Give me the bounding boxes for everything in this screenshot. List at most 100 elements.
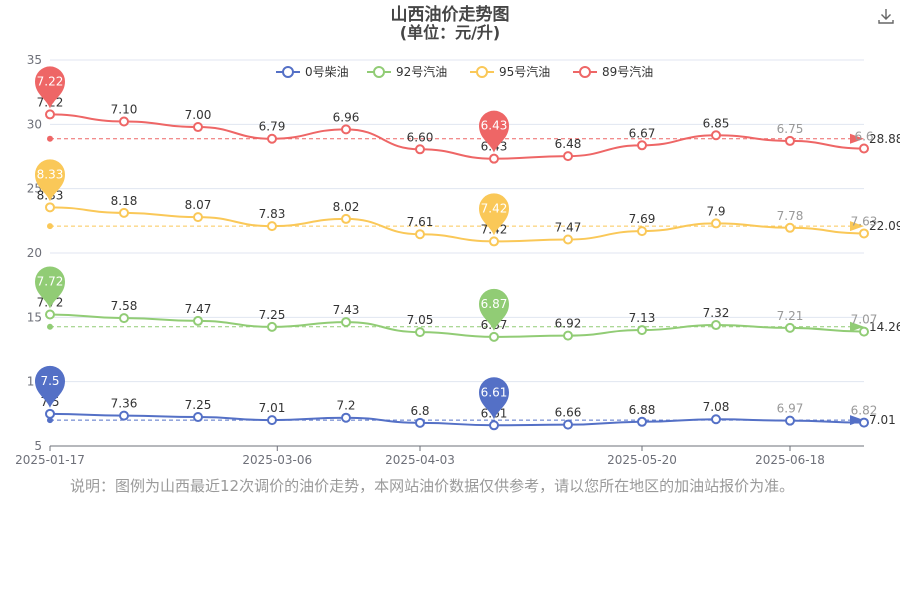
avg-value-label: 22.09 — [869, 219, 900, 233]
max-pin: 7.72 — [35, 266, 65, 309]
data-point — [341, 213, 351, 224]
data-label: 7.36 — [111, 397, 138, 411]
data-point — [193, 122, 203, 133]
data-label: 7.07 — [851, 313, 878, 327]
min-pin: 7.42 — [479, 193, 509, 236]
data-label: 6.8 — [410, 404, 429, 418]
data-point — [45, 309, 55, 320]
data-point — [119, 207, 129, 218]
data-label: 6.88 — [629, 403, 656, 417]
data-point — [415, 417, 425, 428]
legend-item[interactable]: 95号汽油 — [470, 64, 550, 79]
x-tick-label: 2025-01-17 — [15, 453, 85, 467]
max-pin-label: 7.5 — [40, 374, 59, 388]
legend-marker — [579, 66, 591, 78]
data-point — [267, 415, 277, 426]
data-label: 6.66 — [555, 406, 582, 420]
data-label: 7.25 — [185, 398, 212, 412]
data-label: 7.43 — [333, 303, 360, 317]
value-labels: 7.5 7.36 7.25 7.01 7.2 6.8 6.61 6.66 6.88 7.08 6.9… — [37, 95, 878, 420]
legend-label: 89号汽油 — [602, 64, 653, 79]
data-label: 6.67 — [629, 126, 656, 140]
data-label: 6.82 — [851, 404, 878, 418]
series-line-0 — [49, 412, 865, 427]
avg-arrow-1 — [850, 321, 864, 332]
legend-marker — [282, 66, 294, 78]
legend-label: 0号柴油 — [305, 65, 349, 79]
data-point — [489, 236, 499, 247]
min-pin: 6.43 — [479, 110, 509, 153]
data-point — [267, 321, 277, 332]
data-label: 7.05 — [407, 313, 434, 327]
avg-line-start-0 — [47, 417, 53, 424]
data-label: 7.01 — [259, 401, 286, 415]
data-label: 6.79 — [259, 120, 286, 134]
data-point — [45, 202, 55, 213]
data-point — [45, 408, 55, 419]
data-point — [637, 325, 647, 336]
data-point — [193, 212, 203, 223]
min-pin: 6.61 — [479, 377, 509, 420]
y-tick-label: 5 — [34, 439, 42, 453]
data-point — [637, 416, 647, 427]
legend-label: 92号汽油 — [396, 64, 447, 79]
legend-item[interactable]: 89号汽油 — [573, 64, 653, 79]
min-pin-label: 7.42 — [481, 201, 508, 215]
y-tick-label: 30 — [27, 117, 42, 131]
min-pin-label: 6.43 — [481, 119, 508, 133]
avg-line-start-1 — [47, 323, 53, 330]
legend-item[interactable]: 0号柴油 — [276, 65, 349, 79]
max-pin-label: 7.72 — [37, 275, 64, 289]
data-label: 7.32 — [703, 306, 730, 320]
x-tick-label: 2025-03-06 — [242, 453, 312, 467]
data-point — [711, 320, 721, 331]
data-point — [785, 135, 795, 146]
legend-item[interactable]: 92号汽油 — [367, 64, 447, 79]
data-point — [859, 417, 869, 428]
data-point — [563, 234, 573, 245]
data-point — [341, 124, 351, 135]
min-pin-label: 6.87 — [481, 297, 508, 311]
data-label: 6.92 — [555, 317, 582, 331]
data-label: 6.97 — [777, 402, 804, 416]
data-point — [785, 322, 795, 333]
data-point — [341, 412, 351, 423]
x-tick-label: 2025-06-18 — [755, 453, 825, 467]
grid-lines — [50, 59, 864, 383]
min-pin-shape — [479, 193, 509, 236]
data-point — [119, 116, 129, 127]
avg-value-label: 14.26 — [869, 320, 900, 334]
data-label: 7.9 — [706, 204, 725, 218]
series-line-2 — [49, 206, 865, 243]
data-point — [119, 313, 129, 324]
data-point — [341, 317, 351, 328]
min-pin-shape — [479, 377, 509, 420]
max-pin-shape — [35, 66, 65, 109]
chart-title: 山西油价走势图 — [391, 4, 510, 25]
data-point — [563, 151, 573, 162]
max-pin: 7.5 — [35, 365, 65, 408]
data-label: 6.96 — [333, 110, 360, 124]
data-point — [563, 330, 573, 341]
legend-label: 95号汽油 — [499, 64, 550, 79]
max-pin-shape — [35, 266, 65, 309]
data-point — [415, 144, 425, 155]
chart-subtitle: (单位：元/升) — [400, 23, 500, 42]
data-point — [267, 133, 277, 144]
data-label: 7.58 — [111, 299, 138, 313]
min-pin: 6.87 — [479, 288, 509, 331]
disclaimer-note: 说明：图例为山西最近12次调价的油价走势，本网站油价数据仅供参考，请以您所在地区… — [70, 477, 795, 495]
data-point — [193, 412, 203, 423]
series-line-1 — [49, 313, 865, 338]
avg-value-label: 28.88 — [869, 132, 900, 146]
data-label: 7.25 — [259, 308, 286, 322]
data-label: 7.2 — [336, 399, 355, 413]
y-tick-label: 20 — [27, 246, 42, 260]
data-label: 7.00 — [185, 108, 212, 122]
legend[interactable]: 0号柴油 92号汽油 95号汽油 89号汽油 — [276, 64, 653, 79]
data-point — [193, 315, 203, 326]
download-icon[interactable] — [876, 6, 896, 26]
max-pin: 7.22 — [35, 66, 65, 109]
data-label: 8.07 — [185, 198, 212, 212]
legend-marker — [373, 66, 385, 78]
